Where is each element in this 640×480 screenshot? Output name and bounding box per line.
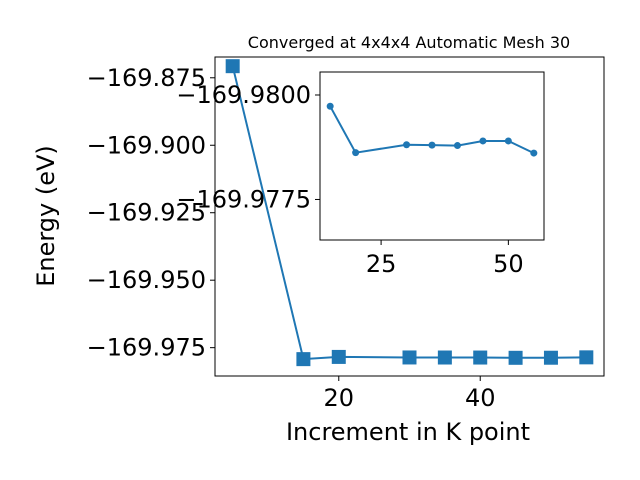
x-axis-label: Increment in K point (286, 418, 530, 446)
main-y-tick-label: −169.900 (87, 131, 206, 159)
main-data-point (296, 352, 311, 367)
inset-data-point (352, 149, 360, 157)
inset-plot: 25 50 −169.9800 −169.9775 (176, 71, 545, 278)
y-axis-label: Energy (eV) (32, 145, 60, 287)
inset-axes-frame (319, 71, 545, 241)
main-data-point (579, 350, 594, 365)
chart-title: Converged at 4x4x4 Automatic Mesh 30 (248, 33, 570, 52)
inset-x-tick-label: 50 (493, 250, 524, 278)
inset-data-point (453, 142, 461, 150)
main-data-point (331, 349, 346, 364)
inset-data-point (479, 137, 487, 145)
inset-series-line (329, 105, 535, 155)
main-data-point (402, 350, 417, 365)
inset-data-point (504, 137, 512, 145)
main-data-point (508, 350, 523, 365)
main-y-tick-label: −169.875 (87, 64, 206, 92)
main-y-tick-label: −169.925 (87, 199, 206, 227)
main-plot: 20 40 −169.875 −169.900 −169.925 −169.950 −169… (87, 56, 605, 412)
main-data-point (225, 59, 240, 74)
main-data-point (543, 350, 558, 365)
main-x-tick-label: 40 (465, 384, 496, 412)
main-y-tick-label: −169.950 (87, 266, 206, 294)
inset-data-point (403, 141, 411, 149)
main-axes-frame (214, 56, 605, 377)
inset-x-tick-label: 25 (366, 250, 397, 278)
inset-data-point (530, 149, 538, 157)
main-y-tick-label: −169.975 (87, 334, 206, 362)
inset-data-point (326, 102, 334, 110)
inset-y-tick-label: −169.9800 (176, 81, 311, 109)
inset-y-tick-label: −169.9775 (176, 185, 311, 213)
main-data-point (473, 350, 488, 365)
inset-data-point (428, 141, 436, 149)
main-x-tick-label: 20 (323, 384, 354, 412)
main-data-point (437, 350, 452, 365)
